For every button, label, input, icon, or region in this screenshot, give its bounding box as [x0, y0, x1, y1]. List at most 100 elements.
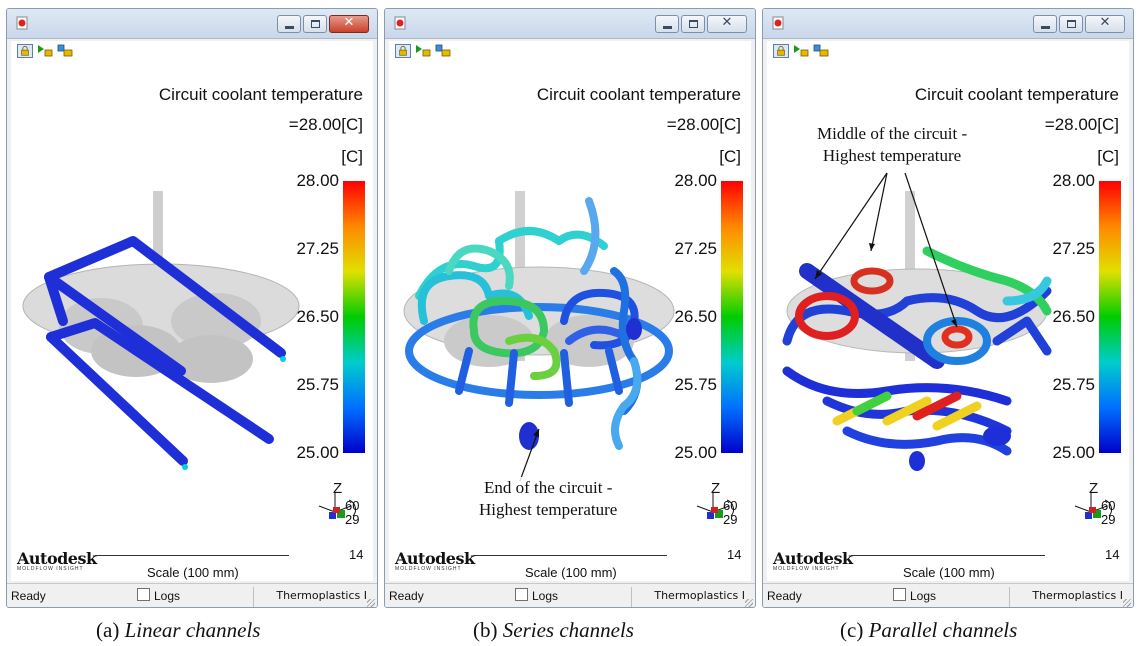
status-bar: Ready Logs Thermoplastics I — [763, 583, 1133, 607]
logs-label[interactable]: Logs — [154, 589, 181, 603]
rotation-value: 60 — [345, 498, 360, 513]
status-divider — [631, 587, 632, 607]
status-divider — [253, 587, 254, 607]
rotation-value: 29 — [1101, 512, 1116, 527]
color-scale-bar — [1099, 181, 1121, 453]
rotation-value: 14 — [1105, 547, 1120, 562]
autodesk-logo: Autodesk MOLDFLOW INSIGHT — [395, 549, 475, 572]
scale-label: Scale (100 mm) — [147, 565, 239, 580]
annotation-middle-of-circuit: Middle of the circuit - Highest temperat… — [817, 123, 968, 167]
legend-title: Circuit coolant temperature — [914, 85, 1119, 104]
scale-bar — [473, 555, 667, 556]
minimize-icon — [663, 26, 672, 29]
logs-checkbox[interactable] — [515, 588, 528, 601]
rotation-value: 60 — [1101, 498, 1116, 513]
rotation-value: 29 — [345, 512, 360, 527]
axes-triad[interactable]: Z 60 29 — [693, 480, 743, 532]
minimize-button[interactable] — [655, 15, 679, 33]
legend-title: Circuit coolant temperature — [158, 85, 363, 104]
cooling-channels-model[interactable] — [389, 41, 689, 481]
lock-view-icon[interactable] — [395, 44, 411, 58]
viewport[interactable]: Middle of the circuit - Highest temperat… — [767, 41, 1129, 581]
legend-value: =28.00[C] — [1044, 115, 1119, 134]
maximize-button[interactable] — [1059, 15, 1083, 33]
play-animation-icon[interactable] — [37, 44, 53, 58]
resize-grip-icon[interactable] — [745, 599, 753, 607]
moldflow-app-icon[interactable] — [393, 16, 407, 30]
status-ready: Ready — [11, 589, 46, 603]
tick-label: 27.25 — [674, 239, 717, 258]
scale-label: Scale (100 mm) — [525, 565, 617, 580]
tick-label: 25.75 — [296, 375, 339, 394]
minimize-button[interactable] — [277, 15, 301, 33]
z-axis-label: Z — [333, 480, 343, 497]
parallel-channels — [782, 246, 1052, 456]
axes-triad-icon — [1074, 492, 1113, 519]
caption-series: (b) Series channels — [473, 618, 634, 642]
status-ready: Ready — [389, 589, 424, 603]
title-bar[interactable]: ✕ — [763, 9, 1133, 39]
status-divider — [1009, 587, 1010, 607]
tick-label: 25.00 — [296, 443, 339, 462]
viewport[interactable]: Circuit coolant temperature =28.00[C] [C… — [11, 41, 373, 581]
layers-icon[interactable] — [435, 44, 451, 58]
close-button[interactable]: ✕ — [329, 15, 369, 33]
tick-label: 26.50 — [674, 307, 717, 326]
layers-icon[interactable] — [57, 44, 73, 58]
tick-label: 26.50 — [296, 307, 339, 326]
close-icon: ✕ — [343, 15, 355, 30]
logs-checkbox[interactable] — [137, 588, 150, 601]
title-bar[interactable]: ✕ — [7, 9, 377, 39]
play-animation-icon[interactable] — [793, 44, 809, 58]
legend-value: =28.00[C] — [666, 115, 741, 134]
tick-label: 25.00 — [1052, 443, 1095, 462]
tick-label: 25.00 — [674, 443, 717, 462]
close-button[interactable]: ✕ — [1085, 15, 1125, 33]
rotation-value: 29 — [723, 512, 738, 527]
axes-triad[interactable]: Z 60 29 — [1071, 480, 1121, 532]
moldflow-app-icon[interactable] — [15, 16, 29, 30]
logs-checkbox[interactable] — [893, 588, 906, 601]
title-bar[interactable]: ✕ — [385, 9, 755, 39]
status-mode: Thermoplastics I — [654, 589, 745, 602]
caption-linear: (a) Linear channels — [96, 618, 261, 642]
tick-label: 25.75 — [1052, 375, 1095, 394]
lock-view-icon[interactable] — [773, 44, 789, 58]
tick-label: 27.25 — [296, 239, 339, 258]
close-button[interactable]: ✕ — [707, 15, 747, 33]
minimize-icon — [1041, 26, 1050, 29]
status-bar: Ready Logs Thermoplastics I — [7, 583, 377, 607]
layers-icon[interactable] — [813, 44, 829, 58]
play-animation-icon[interactable] — [415, 44, 431, 58]
window-linear-channels: ✕ — [6, 8, 378, 608]
autodesk-logo: Autodesk MOLDFLOW INSIGHT — [17, 549, 97, 572]
maximize-icon — [689, 20, 698, 28]
status-ready: Ready — [767, 589, 802, 603]
close-icon: ✕ — [721, 15, 733, 30]
moldflow-app-icon[interactable] — [771, 16, 785, 30]
tick-label: 28.00 — [1052, 171, 1095, 190]
window-series-channels: ✕ — [384, 8, 756, 608]
axes-triad-icon — [696, 492, 735, 519]
axes-triad[interactable]: Z 60 29 — [315, 480, 365, 532]
cooling-channels-model[interactable] — [767, 41, 1067, 481]
logs-label[interactable]: Logs — [532, 589, 559, 603]
resize-grip-icon[interactable] — [1123, 599, 1131, 607]
scale-label: Scale (100 mm) — [903, 565, 995, 580]
maximize-button[interactable] — [303, 15, 327, 33]
cooling-channels-model[interactable] — [11, 41, 311, 481]
tick-label: 27.25 — [1052, 239, 1095, 258]
resize-grip-icon[interactable] — [367, 599, 375, 607]
caption-parallel: (c) Parallel channels — [840, 618, 1018, 642]
tick-label: 25.75 — [674, 375, 717, 394]
scale-bar — [95, 555, 289, 556]
lock-view-icon[interactable] — [17, 44, 33, 58]
color-scale-bar — [721, 181, 743, 453]
viewport[interactable]: End of the circuit - Highest temperature… — [389, 41, 751, 581]
maximize-button[interactable] — [681, 15, 705, 33]
linear-channels — [44, 236, 286, 466]
toolbar — [395, 44, 451, 58]
minimize-button[interactable] — [1033, 15, 1057, 33]
rotation-value: 14 — [349, 547, 364, 562]
logs-label[interactable]: Logs — [910, 589, 937, 603]
